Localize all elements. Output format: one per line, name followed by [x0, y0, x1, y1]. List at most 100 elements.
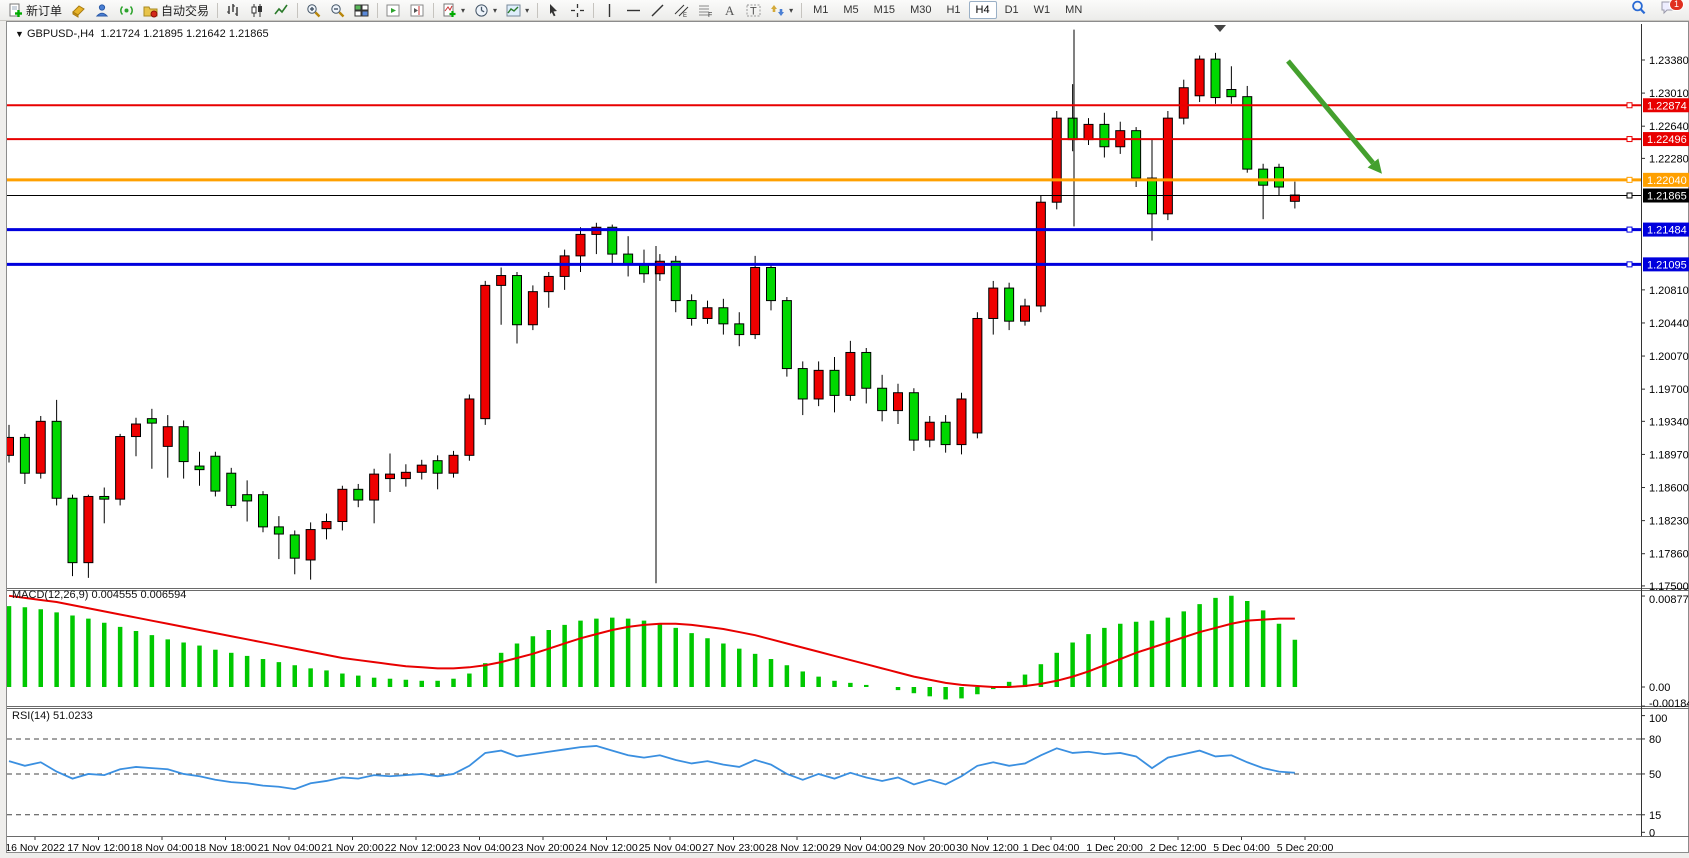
price-axis-tick: 1.20440 — [1649, 318, 1689, 330]
time-axis-label: 22 Nov 12:00 — [385, 842, 448, 852]
chevron-down-icon[interactable]: ▾ — [789, 5, 794, 15]
toolbar-separator — [537, 2, 539, 18]
high-value: 1.21895 — [143, 28, 183, 40]
search-icon — [1631, 0, 1646, 20]
rsi-axis-tick: 80 — [1649, 734, 1661, 746]
low-value: 1.21642 — [186, 28, 226, 40]
price-axis-tick: 1.20070 — [1649, 351, 1689, 363]
timeframe-button-mn[interactable]: MN — [1065, 4, 1083, 16]
auto-trading-button[interactable]: 自动交易 — [139, 1, 213, 20]
cursor-icon — [546, 3, 561, 18]
cursor-button[interactable] — [542, 1, 565, 20]
candlestick-chart-button[interactable] — [246, 1, 269, 20]
time-axis-label: 21 Nov 04:00 — [258, 842, 321, 852]
price-axis-tick: 1.19340 — [1649, 416, 1689, 428]
crosshair-icon — [570, 3, 585, 18]
new-order-button[interactable]: 新订单 — [4, 1, 66, 20]
notifications-button[interactable]: 1 — [1656, 0, 1684, 20]
time-axis-label: 29 Nov 20:00 — [893, 842, 956, 852]
equidistant-channel-button[interactable]: E — [670, 1, 693, 20]
timeframe-button-m1[interactable]: M1 — [813, 4, 829, 16]
main-toolbar: 新订单 自动交易 ▾ ▾ ▾ E F A T ▾ M1 M5 M15 M30 H1 H4 D1 W1 MN 1 — [0, 0, 1689, 21]
gold-icon — [71, 3, 86, 18]
time-axis-label: 5 Dec 04:00 — [1213, 842, 1270, 852]
price-axis-tick: 1.23380 — [1649, 55, 1689, 67]
market-watch-button[interactable] — [67, 1, 90, 20]
time-axis-label: 21 Nov 20:00 — [321, 842, 384, 852]
community-button[interactable] — [91, 1, 114, 20]
price-axis-tick: 1.18230 — [1649, 516, 1689, 528]
rsi-value: 51.0233 — [52, 710, 93, 722]
vline-icon — [602, 3, 617, 18]
timeframe-button-h4[interactable]: H4 — [968, 1, 997, 19]
crosshair-button[interactable] — [566, 1, 589, 20]
periods-icon — [474, 3, 489, 18]
indicators-button[interactable]: ▾ — [438, 1, 469, 20]
price-axis-tick: 1.19700 — [1649, 384, 1689, 396]
linechart-icon — [274, 3, 289, 18]
fibonacci-button[interactable]: F — [694, 1, 717, 20]
timeframe-button-d1[interactable]: D1 — [1004, 4, 1019, 16]
timeframe-button-m30[interactable]: M30 — [910, 4, 932, 16]
svg-text:1.22040: 1.22040 — [1647, 175, 1687, 187]
notification-badge: 1 — [1668, 0, 1684, 11]
chevron-down-icon[interactable]: ▾ — [493, 5, 498, 15]
tile-icon — [354, 3, 369, 18]
line-handle — [1626, 192, 1633, 199]
signals-button[interactable] — [115, 1, 138, 20]
collapse-ohlc-icon[interactable]: ▼ — [15, 29, 24, 39]
price-chart-svg[interactable]: 1.23380 1.23010 1.22640 1.22280 1.20810 1.204… — [7, 22, 1689, 852]
price-line-label — [1643, 132, 1689, 147]
price-line-label — [1643, 222, 1689, 237]
candles-layer — [7, 52, 1300, 580]
arrows-icon — [770, 3, 785, 18]
arrows-button[interactable]: ▾ — [766, 1, 797, 20]
periods-button[interactable]: ▾ — [470, 1, 501, 20]
chartshift-icon — [410, 3, 425, 18]
autotrade-icon — [143, 3, 158, 18]
time-axis-label: 18 Nov 04:00 — [131, 842, 194, 852]
autoscroll-icon — [386, 3, 401, 18]
timeframe-button-w1[interactable]: W1 — [1033, 4, 1051, 16]
trendline-icon — [650, 3, 665, 18]
chart-window[interactable]: 1.23380 1.23010 1.22640 1.22280 1.20810 1.204… — [6, 21, 1689, 853]
trend-arrow-object — [1286, 59, 1375, 165]
chevron-down-icon[interactable]: ▾ — [525, 5, 530, 15]
zoom-in-button[interactable] — [302, 1, 325, 20]
toolbar-right-group: 1 — [1627, 0, 1685, 20]
price-axis-tick: 1.17500 — [1649, 581, 1689, 593]
svg-text:1.21484: 1.21484 — [1647, 225, 1687, 237]
timeframe-button-h1[interactable]: H1 — [946, 4, 961, 16]
vertical-line-button[interactable] — [598, 1, 621, 20]
text-label-button[interactable]: T — [742, 1, 765, 20]
timeframe-button-m5[interactable]: M5 — [843, 4, 859, 16]
templates-button[interactable]: ▾ — [502, 1, 533, 20]
chart-shift-button[interactable] — [406, 1, 429, 20]
time-axis-label: 1 Dec 20:00 — [1086, 842, 1143, 852]
time-axis-label: 25 Nov 04:00 — [639, 842, 702, 852]
templates-icon — [506, 3, 521, 18]
tile-windows-button[interactable] — [350, 1, 373, 20]
trend-arrow-head — [1367, 158, 1382, 174]
svg-text:E: E — [683, 13, 687, 18]
chevron-down-icon[interactable]: ▾ — [461, 5, 466, 15]
line-chart-button[interactable] — [270, 1, 293, 20]
line-handle — [1626, 226, 1633, 233]
chart-shift-marker — [1214, 25, 1226, 32]
fibo-icon: F — [698, 3, 713, 19]
text-button[interactable]: A — [718, 1, 741, 20]
textlabel-icon: T — [746, 3, 761, 18]
horizontal-line-button[interactable] — [622, 1, 645, 20]
trendline-button[interactable] — [646, 1, 669, 20]
svg-text:1.21095: 1.21095 — [1647, 259, 1687, 271]
search-button[interactable] — [1627, 0, 1650, 20]
timeframe-button-m15[interactable]: M15 — [873, 4, 896, 16]
time-axis-label: 2 Dec 12:00 — [1150, 842, 1207, 852]
auto-scroll-button[interactable] — [382, 1, 405, 20]
rsi-axis-tick: 15 — [1649, 810, 1661, 822]
time-axis-label: 27 Nov 23:00 — [702, 842, 765, 852]
time-axis-label: 30 Nov 12:00 — [956, 842, 1019, 852]
open-value: 1.21724 — [100, 28, 141, 40]
zoom-out-button[interactable] — [326, 1, 349, 20]
bar-chart-button[interactable] — [222, 1, 245, 20]
